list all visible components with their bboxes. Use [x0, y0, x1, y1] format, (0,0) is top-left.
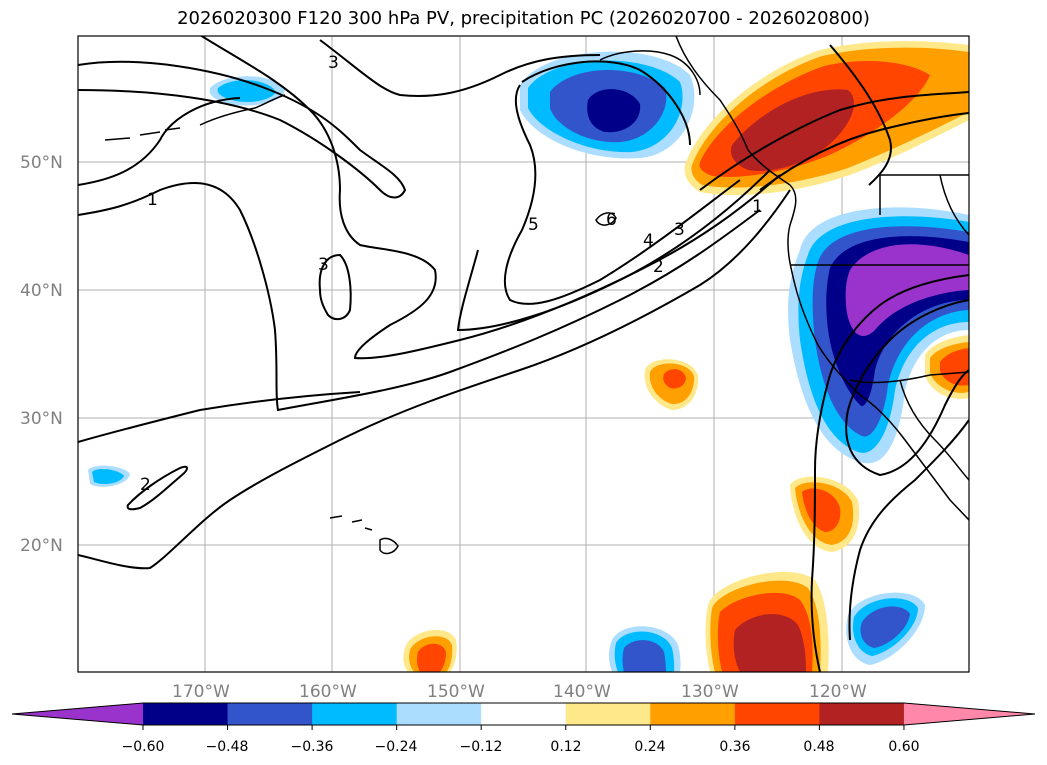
precip-positive-hawaii-south: [403, 629, 457, 672]
lat-label: 30°N: [20, 409, 63, 429]
lon-label: 160°W: [299, 682, 357, 702]
contour-label-group: 1 1 2 2 3 3 3 4 5 6: [140, 53, 763, 495]
contour-label: 6: [606, 210, 617, 230]
colorbar-tick-label: 0.60: [888, 739, 919, 755]
colorbar: [11, 702, 1036, 730]
colorbar-segment: [227, 703, 313, 725]
lon-label: 130°W: [681, 682, 739, 702]
contour-label: 1: [752, 197, 763, 217]
colorbar-segment: [312, 703, 398, 725]
lon-label: 170°W: [172, 682, 230, 702]
colorbar-tick-label: 0.24: [634, 739, 665, 755]
lat-label: 40°N: [20, 281, 63, 301]
colorbar-tick-label: −0.60: [122, 739, 165, 755]
colorbar-tick-label: −0.36: [291, 739, 334, 755]
contour-label: 3: [674, 220, 685, 240]
lon-label: 140°W: [553, 682, 611, 702]
contour-label: 2: [140, 475, 151, 495]
contour-label: 5: [528, 215, 539, 235]
colorbar-tick-label: −0.12: [460, 739, 503, 755]
coastlines: [104, 36, 969, 555]
colorbar-segment: [819, 703, 905, 725]
precip-negative-southeast: [846, 592, 925, 665]
precip-negative-south-central: [609, 626, 681, 672]
colorbar-tick-label: 0.12: [550, 739, 581, 755]
contour-label: 3: [328, 53, 339, 73]
lat-label: 50°N: [20, 153, 63, 173]
contour-label: 2: [653, 257, 664, 277]
latitude-labels: 50°N 40°N 30°N 20°N: [20, 153, 63, 556]
lon-label: 150°W: [427, 682, 485, 702]
colorbar-tick-label: −0.48: [206, 739, 249, 755]
colorbar-tick-labels: −0.60 −0.48 −0.36 −0.24 −0.12 0.12 0.24 …: [122, 739, 920, 755]
colorbar-segment: [734, 703, 820, 725]
map-title: 2026020300 F120 300 hPa PV, precipitatio…: [177, 8, 870, 29]
colorbar-extend-high: [903, 703, 1035, 725]
map-border: [77, 35, 970, 673]
colorbar-extend-low: [12, 703, 143, 725]
precip-positive-pnw: [684, 41, 969, 196]
colorbar-tick-label: 0.36: [719, 739, 750, 755]
precip-positive-baja: [790, 476, 860, 552]
colorbar-segment: [143, 703, 229, 725]
pv-contours: [78, 36, 969, 672]
colorbar-segment: [565, 703, 651, 725]
colorbar-tick-label: 0.48: [803, 739, 834, 755]
colorbar-segment: [650, 703, 736, 725]
colorbar-segment: [396, 703, 482, 725]
lon-label: 120°W: [809, 682, 867, 702]
longitude-labels: 170°W 160°W 150°W 140°W 130°W 120°W: [172, 682, 867, 702]
precip-positive-south: [705, 571, 829, 672]
precip-positive-small-central: [644, 359, 699, 410]
contour-label: 4: [643, 231, 654, 251]
lat-label: 20°N: [20, 536, 63, 556]
contour-label: 1: [147, 190, 158, 210]
colorbar-tick-label: −0.24: [375, 739, 418, 755]
contour-label: 3: [318, 255, 329, 275]
colorbar-segment: [481, 703, 567, 725]
precip-negative-small-west: [88, 465, 130, 487]
